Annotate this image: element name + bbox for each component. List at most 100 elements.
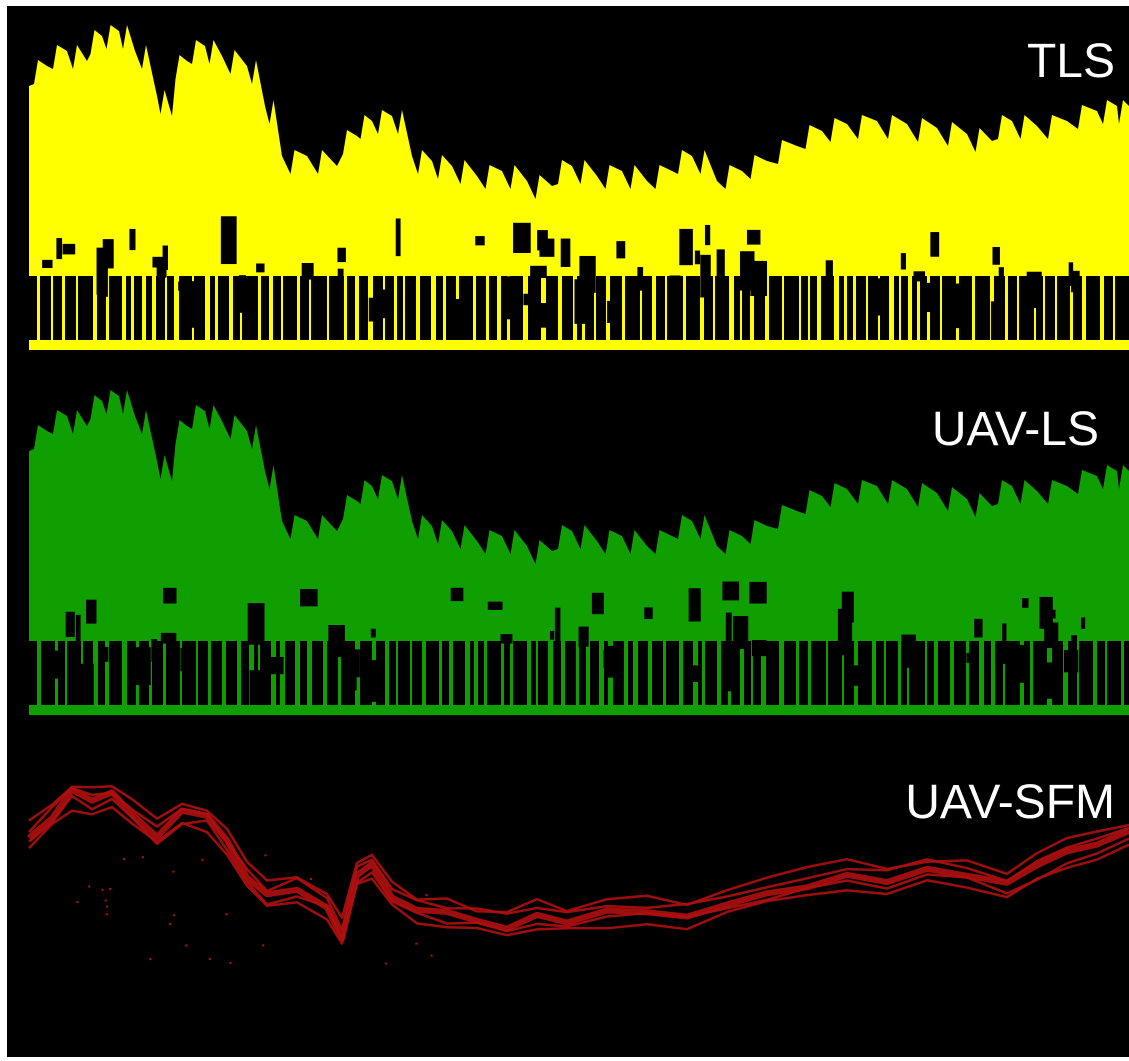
tls-trunk xyxy=(1100,256,1104,346)
tls-gap xyxy=(930,232,940,257)
sfm-stray-point xyxy=(390,888,393,891)
tls-trunk xyxy=(940,256,942,346)
uavls-canopy xyxy=(29,390,1129,641)
sfm-stray-point xyxy=(225,913,228,916)
uavls-trunk xyxy=(950,621,954,711)
uavls-trunk xyxy=(208,621,211,711)
tls-trunk xyxy=(799,256,801,346)
tls-gap xyxy=(607,300,613,323)
uavls-trunk xyxy=(872,621,876,711)
uavls-trunk xyxy=(1030,621,1033,711)
uavls-gap xyxy=(554,607,561,649)
tls-gap xyxy=(669,275,681,288)
tls-trunk xyxy=(1043,256,1045,346)
uavls-trunk xyxy=(925,621,927,711)
uavls-ground xyxy=(29,705,1129,715)
tls-gap xyxy=(1068,262,1074,286)
tls-gap xyxy=(337,268,344,306)
tls-ground xyxy=(29,340,1129,350)
tls-trunk xyxy=(1113,256,1115,346)
uavls-gap xyxy=(966,653,979,663)
tls-trunk xyxy=(908,256,912,346)
tls-trunk xyxy=(309,256,311,346)
uavls-trunk xyxy=(717,621,721,711)
tls-trunk xyxy=(1005,256,1008,346)
sfm-stray-point xyxy=(109,888,112,891)
tls-gap xyxy=(513,222,531,253)
tls-trunk xyxy=(652,256,656,346)
uavls-gap xyxy=(86,599,97,624)
uavls-gap xyxy=(247,603,265,645)
tls-trunk xyxy=(62,256,65,346)
uavls-trunk xyxy=(323,621,327,711)
uavls-gap xyxy=(1046,622,1059,649)
tls-gap xyxy=(579,255,596,293)
sfm-stray-point xyxy=(352,891,355,894)
uavls-trunk xyxy=(536,621,538,711)
tls-gap xyxy=(560,238,571,267)
uavls-trunk xyxy=(751,621,753,711)
sfm-stray-point xyxy=(88,885,91,888)
uavls-trunk xyxy=(338,621,341,711)
uavls-trunk xyxy=(249,621,254,711)
uavls-trunk xyxy=(576,621,579,711)
tls-trunk xyxy=(344,256,347,346)
uavls-trunk xyxy=(258,621,260,711)
uavls-gap xyxy=(1081,617,1086,629)
uavls-gap xyxy=(644,607,653,620)
uavls-trunk xyxy=(449,621,453,711)
uavls-gap xyxy=(370,628,376,638)
sfm-stray-point xyxy=(168,922,171,925)
sfm-point-cloud-panel: UAV-SFM xyxy=(7,734,1129,1057)
sfm-stray-point xyxy=(101,888,104,891)
sfm-stray-point xyxy=(264,854,267,857)
uavls-gap xyxy=(847,644,853,683)
uavls-trunk xyxy=(385,621,389,711)
uavls-trunk xyxy=(237,621,241,711)
sfm-stray-point xyxy=(76,900,79,903)
uavls-gap xyxy=(1022,598,1029,608)
tls-gap xyxy=(616,241,626,259)
tls-gap xyxy=(42,259,53,268)
uavls-trunk xyxy=(991,621,995,711)
uavls-trunk xyxy=(599,621,604,711)
uavls-trunk xyxy=(37,621,41,711)
uavls-trunk xyxy=(761,621,766,711)
tls-gap xyxy=(746,229,761,245)
tls-gap xyxy=(475,236,485,246)
tls-trunk xyxy=(497,256,501,346)
tls-trunk xyxy=(972,256,975,346)
sfm-stray-point xyxy=(105,913,108,916)
uavls-gap xyxy=(1063,650,1079,673)
uavls-gap xyxy=(607,645,615,678)
sfm-stray-point xyxy=(208,957,211,960)
uavls-point-cloud-panel: UAV-LS xyxy=(7,366,1129,724)
uavls-trunk xyxy=(1121,621,1124,711)
tls-gap xyxy=(825,260,833,294)
sfm-stray-point xyxy=(368,865,371,868)
uavls-trunk xyxy=(410,621,412,711)
sfm-label: UAV-SFM xyxy=(905,776,1115,829)
uavls-gap xyxy=(450,587,464,602)
tls-trunk xyxy=(782,256,784,346)
uavls-trunk xyxy=(884,621,886,711)
uavls-gap xyxy=(751,640,767,657)
uavls-trunk xyxy=(422,621,426,711)
tls-trunk xyxy=(740,256,742,346)
tls-trunk xyxy=(541,256,546,346)
tls-gap xyxy=(220,216,237,265)
sfm-stray-point xyxy=(384,962,387,965)
tls-gap xyxy=(750,260,768,297)
uavls-trunk xyxy=(648,621,652,711)
tls-label: TLS xyxy=(1026,35,1115,88)
uavls-gap xyxy=(135,647,151,686)
uavls-gap xyxy=(300,588,318,607)
tls-trunk xyxy=(443,256,446,346)
tls-gap xyxy=(995,276,1005,315)
uavls-gap xyxy=(47,650,64,679)
uavls-gap xyxy=(65,611,75,638)
tls-gap xyxy=(876,278,884,316)
tls-gap xyxy=(56,238,63,260)
tls-gap xyxy=(913,271,926,282)
uavls-gap xyxy=(160,632,177,644)
